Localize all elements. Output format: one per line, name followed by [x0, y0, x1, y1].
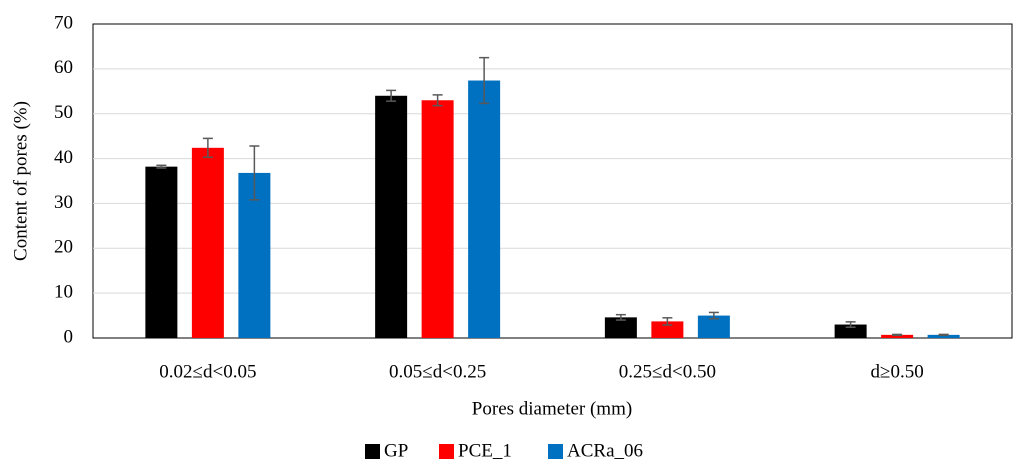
y-tick-label: 20 [54, 237, 73, 258]
y-axis-title: Content of pores (%) [10, 101, 31, 261]
x-tick-label: d≥0.50 [871, 361, 924, 382]
bar [604, 317, 637, 338]
x-tick-label: 0.25≤d<0.50 [619, 361, 716, 382]
bar [145, 166, 178, 338]
legend-label: GP [384, 440, 408, 461]
y-tick-label: 40 [54, 147, 73, 168]
y-tick-label: 70 [54, 12, 73, 33]
y-tick-label: 10 [54, 282, 73, 303]
y-tick-label: 30 [54, 192, 73, 213]
legend-swatch [439, 444, 454, 459]
bar [468, 80, 501, 339]
bar [881, 334, 914, 338]
bar [421, 100, 454, 338]
y-tick-label: 0 [64, 326, 74, 347]
bar [651, 321, 684, 338]
legend-label: ACRa_06 [567, 440, 643, 461]
y-tick-label: 60 [54, 57, 73, 78]
plot-frame [92, 23, 1013, 339]
legend-swatch [548, 444, 563, 459]
x-tick-label: 0.02≤d<0.05 [159, 361, 256, 382]
legend-swatch [365, 444, 380, 459]
legend-label: PCE_1 [458, 440, 512, 461]
bar [927, 334, 960, 338]
bar [697, 315, 730, 338]
x-tick-label: 0.05≤d<0.25 [389, 361, 486, 382]
bar [375, 95, 408, 339]
x-axis-title: Pores diameter (mm) [472, 398, 632, 419]
y-tick-label: 50 [54, 102, 73, 123]
bar [191, 147, 224, 338]
bar [834, 324, 867, 338]
